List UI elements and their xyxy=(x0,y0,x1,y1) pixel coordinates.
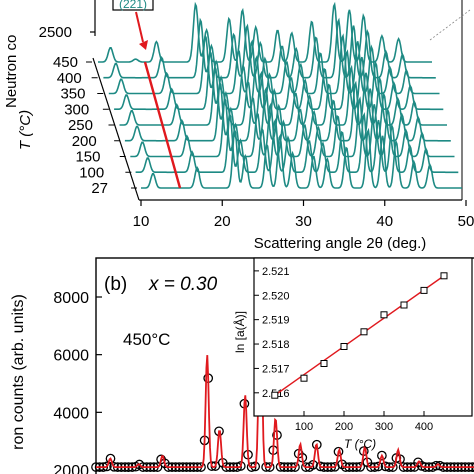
inset-y-tick-label-2.520: 2.520 xyxy=(262,290,290,302)
panel-b-label: (b) xyxy=(104,274,127,295)
inset-y-tick-label-2.519: 2.519 xyxy=(262,315,290,327)
legend-text: (221) xyxy=(119,0,147,11)
panel-a-intensity-tick-label: 2500 xyxy=(39,24,72,41)
observed-point xyxy=(377,450,387,461)
inset-ylabel: ln [a(Å)] xyxy=(232,311,247,353)
panel-a-zlabel: T (°C) xyxy=(17,110,34,150)
b-y-tick-label-2000: 2000 xyxy=(53,463,89,474)
temp-label-150: 150 xyxy=(75,149,100,166)
x-tick-label-40: 40 xyxy=(376,213,393,230)
x-tick-label-10: 10 xyxy=(133,213,150,230)
inset-point-27 xyxy=(271,391,279,399)
inset-point-200 xyxy=(340,343,348,350)
temp-label-350: 350 xyxy=(60,86,85,103)
inset-lattice-plot: ln [a(Å)] T (°C) 100 200 300 400 2.521 2.520 2… xyxy=(232,257,473,451)
observed-point xyxy=(235,461,246,471)
inset-point-250 xyxy=(360,328,368,336)
b-y-tick-label-8000: 8000 xyxy=(53,290,89,307)
waterfall-trace-100 xyxy=(135,112,459,174)
panel-a-x-ticks: 10 20 30 40 50 xyxy=(133,200,474,230)
inset-point-450 xyxy=(440,272,448,280)
inset-x-tick-label-400: 400 xyxy=(415,421,433,433)
inset-x-tick-label-100: 100 xyxy=(295,421,313,433)
b-y-tick-label-6000: 6000 xyxy=(53,348,89,365)
temp-label-450: 450 xyxy=(53,54,78,71)
x-tick-label-50: 50 xyxy=(458,213,474,230)
temp-label-200: 200 xyxy=(72,133,97,150)
temp-label-300: 300 xyxy=(64,101,89,118)
temp-label-400: 400 xyxy=(57,70,82,87)
inset-point-150 xyxy=(320,360,328,367)
inset-data xyxy=(271,272,448,399)
inset-y-tick-label-2.518: 2.518 xyxy=(262,339,290,351)
x-tick-label-30: 30 xyxy=(295,213,312,230)
annotation-arrow-head xyxy=(139,40,148,50)
inset-point-100 xyxy=(300,374,308,382)
inset-point-400 xyxy=(420,286,428,294)
temperature-label: 450°C xyxy=(123,330,170,349)
calculated-profile xyxy=(96,272,474,469)
reflection-guide-line xyxy=(143,61,182,189)
observed-point xyxy=(105,453,116,464)
inset-point-350 xyxy=(400,301,408,309)
legend-box xyxy=(112,0,154,11)
inset-x-tick-label-300: 300 xyxy=(375,421,393,433)
inset-ticks: 1002003004002.5212.5202.5192.5182.5172.5… xyxy=(254,266,433,433)
composition-label: x = 0.30 xyxy=(148,274,218,295)
waterfall-trace-27 xyxy=(141,127,462,189)
x-tick-label-20: 20 xyxy=(214,213,231,230)
temp-label-250: 250 xyxy=(68,117,93,134)
panel-b-ylabel: ron counts (arb. units) xyxy=(10,294,27,450)
panel-a-waterfall: Neutron co T (°C) 2500 Scattering angle … xyxy=(3,0,474,252)
temp-label-100: 100 xyxy=(79,164,104,181)
observed-point xyxy=(246,462,257,472)
annotation-arrow xyxy=(135,11,144,43)
inset-xlabel: T (°C) xyxy=(344,437,376,451)
waterfall-trace-400 xyxy=(103,17,436,79)
panel-a-depth-edge xyxy=(92,57,140,201)
panel-a-traces xyxy=(98,1,462,189)
panel-a-ylabel: Neutron co xyxy=(3,35,20,108)
inset-y-tick-label-2.521: 2.521 xyxy=(262,266,290,278)
inset-point-300 xyxy=(380,311,388,319)
panel-a-back-edge xyxy=(429,9,471,41)
inset-frame xyxy=(253,257,473,417)
b-y-tick-label-4000: 4000 xyxy=(53,405,89,422)
waterfall-trace-450 xyxy=(98,1,432,63)
panel-b-y-ticks: 8000 6000 4000 2000 xyxy=(53,290,102,474)
waterfall-trace-350 xyxy=(108,33,440,95)
panel-a-xlabel: Scattering angle 2θ (deg.) xyxy=(254,235,427,252)
temp-label-27: 27 xyxy=(91,180,108,197)
inset-x-tick-label-200: 200 xyxy=(335,421,353,433)
inset-y-tick-label-2.517: 2.517 xyxy=(262,363,290,375)
